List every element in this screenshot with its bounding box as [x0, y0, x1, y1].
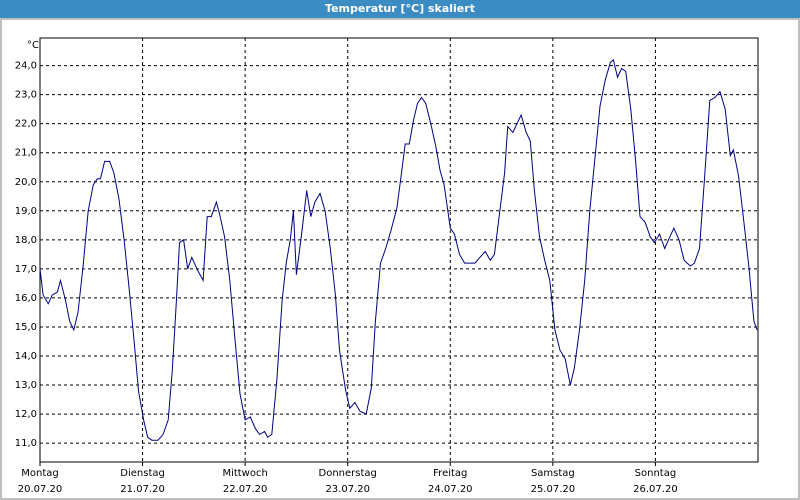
- chart-title: Temperatur [°C] skaliert: [325, 2, 475, 15]
- x-tick-date: 20.07.20: [18, 484, 63, 495]
- x-tick-date: 24.07.20: [428, 484, 473, 495]
- x-tick-label: Freitag: [433, 468, 467, 479]
- y-tick-label: 20,0: [15, 177, 37, 188]
- y-tick-label: 19,0: [15, 206, 37, 217]
- y-tick-label: 16,0: [15, 293, 37, 304]
- x-tick-date: 25.07.20: [531, 484, 576, 495]
- title-bar: [0, 0, 800, 18]
- x-tick-label: Sonntag: [635, 468, 677, 479]
- y-tick-label: 14,0: [15, 351, 37, 362]
- x-tick-date: 21.07.20: [120, 484, 165, 495]
- y-tick-label: 11,0: [15, 438, 37, 449]
- x-tick-label: Montag: [21, 468, 58, 479]
- x-tick-label: Donnerstag: [319, 468, 377, 479]
- y-tick-label: 22,0: [15, 119, 37, 130]
- x-tick-label: Samstag: [531, 468, 575, 479]
- chart-panel: [0, 18, 800, 500]
- x-tick-label: Dienstag: [120, 468, 165, 479]
- y-tick-label: 17,0: [15, 264, 37, 275]
- y-tick-label: 24,0: [15, 61, 37, 72]
- x-tick-date: 26.07.20: [633, 484, 678, 495]
- y-tick-label: 23,0: [15, 90, 37, 101]
- y-tick-label: 21,0: [15, 148, 37, 159]
- y-tick-label: 13,0: [15, 380, 37, 391]
- x-tick-label: Mittwoch: [222, 468, 267, 479]
- y-tick-label: 15,0: [15, 322, 37, 333]
- y-unit: °C: [27, 40, 39, 51]
- x-tick-date: 23.07.20: [325, 484, 370, 495]
- y-tick-label: 18,0: [15, 235, 37, 246]
- y-tick-label: 12,0: [15, 409, 37, 420]
- temperature-line: [39, 58, 758, 441]
- x-tick-date: 22.07.20: [223, 484, 268, 495]
